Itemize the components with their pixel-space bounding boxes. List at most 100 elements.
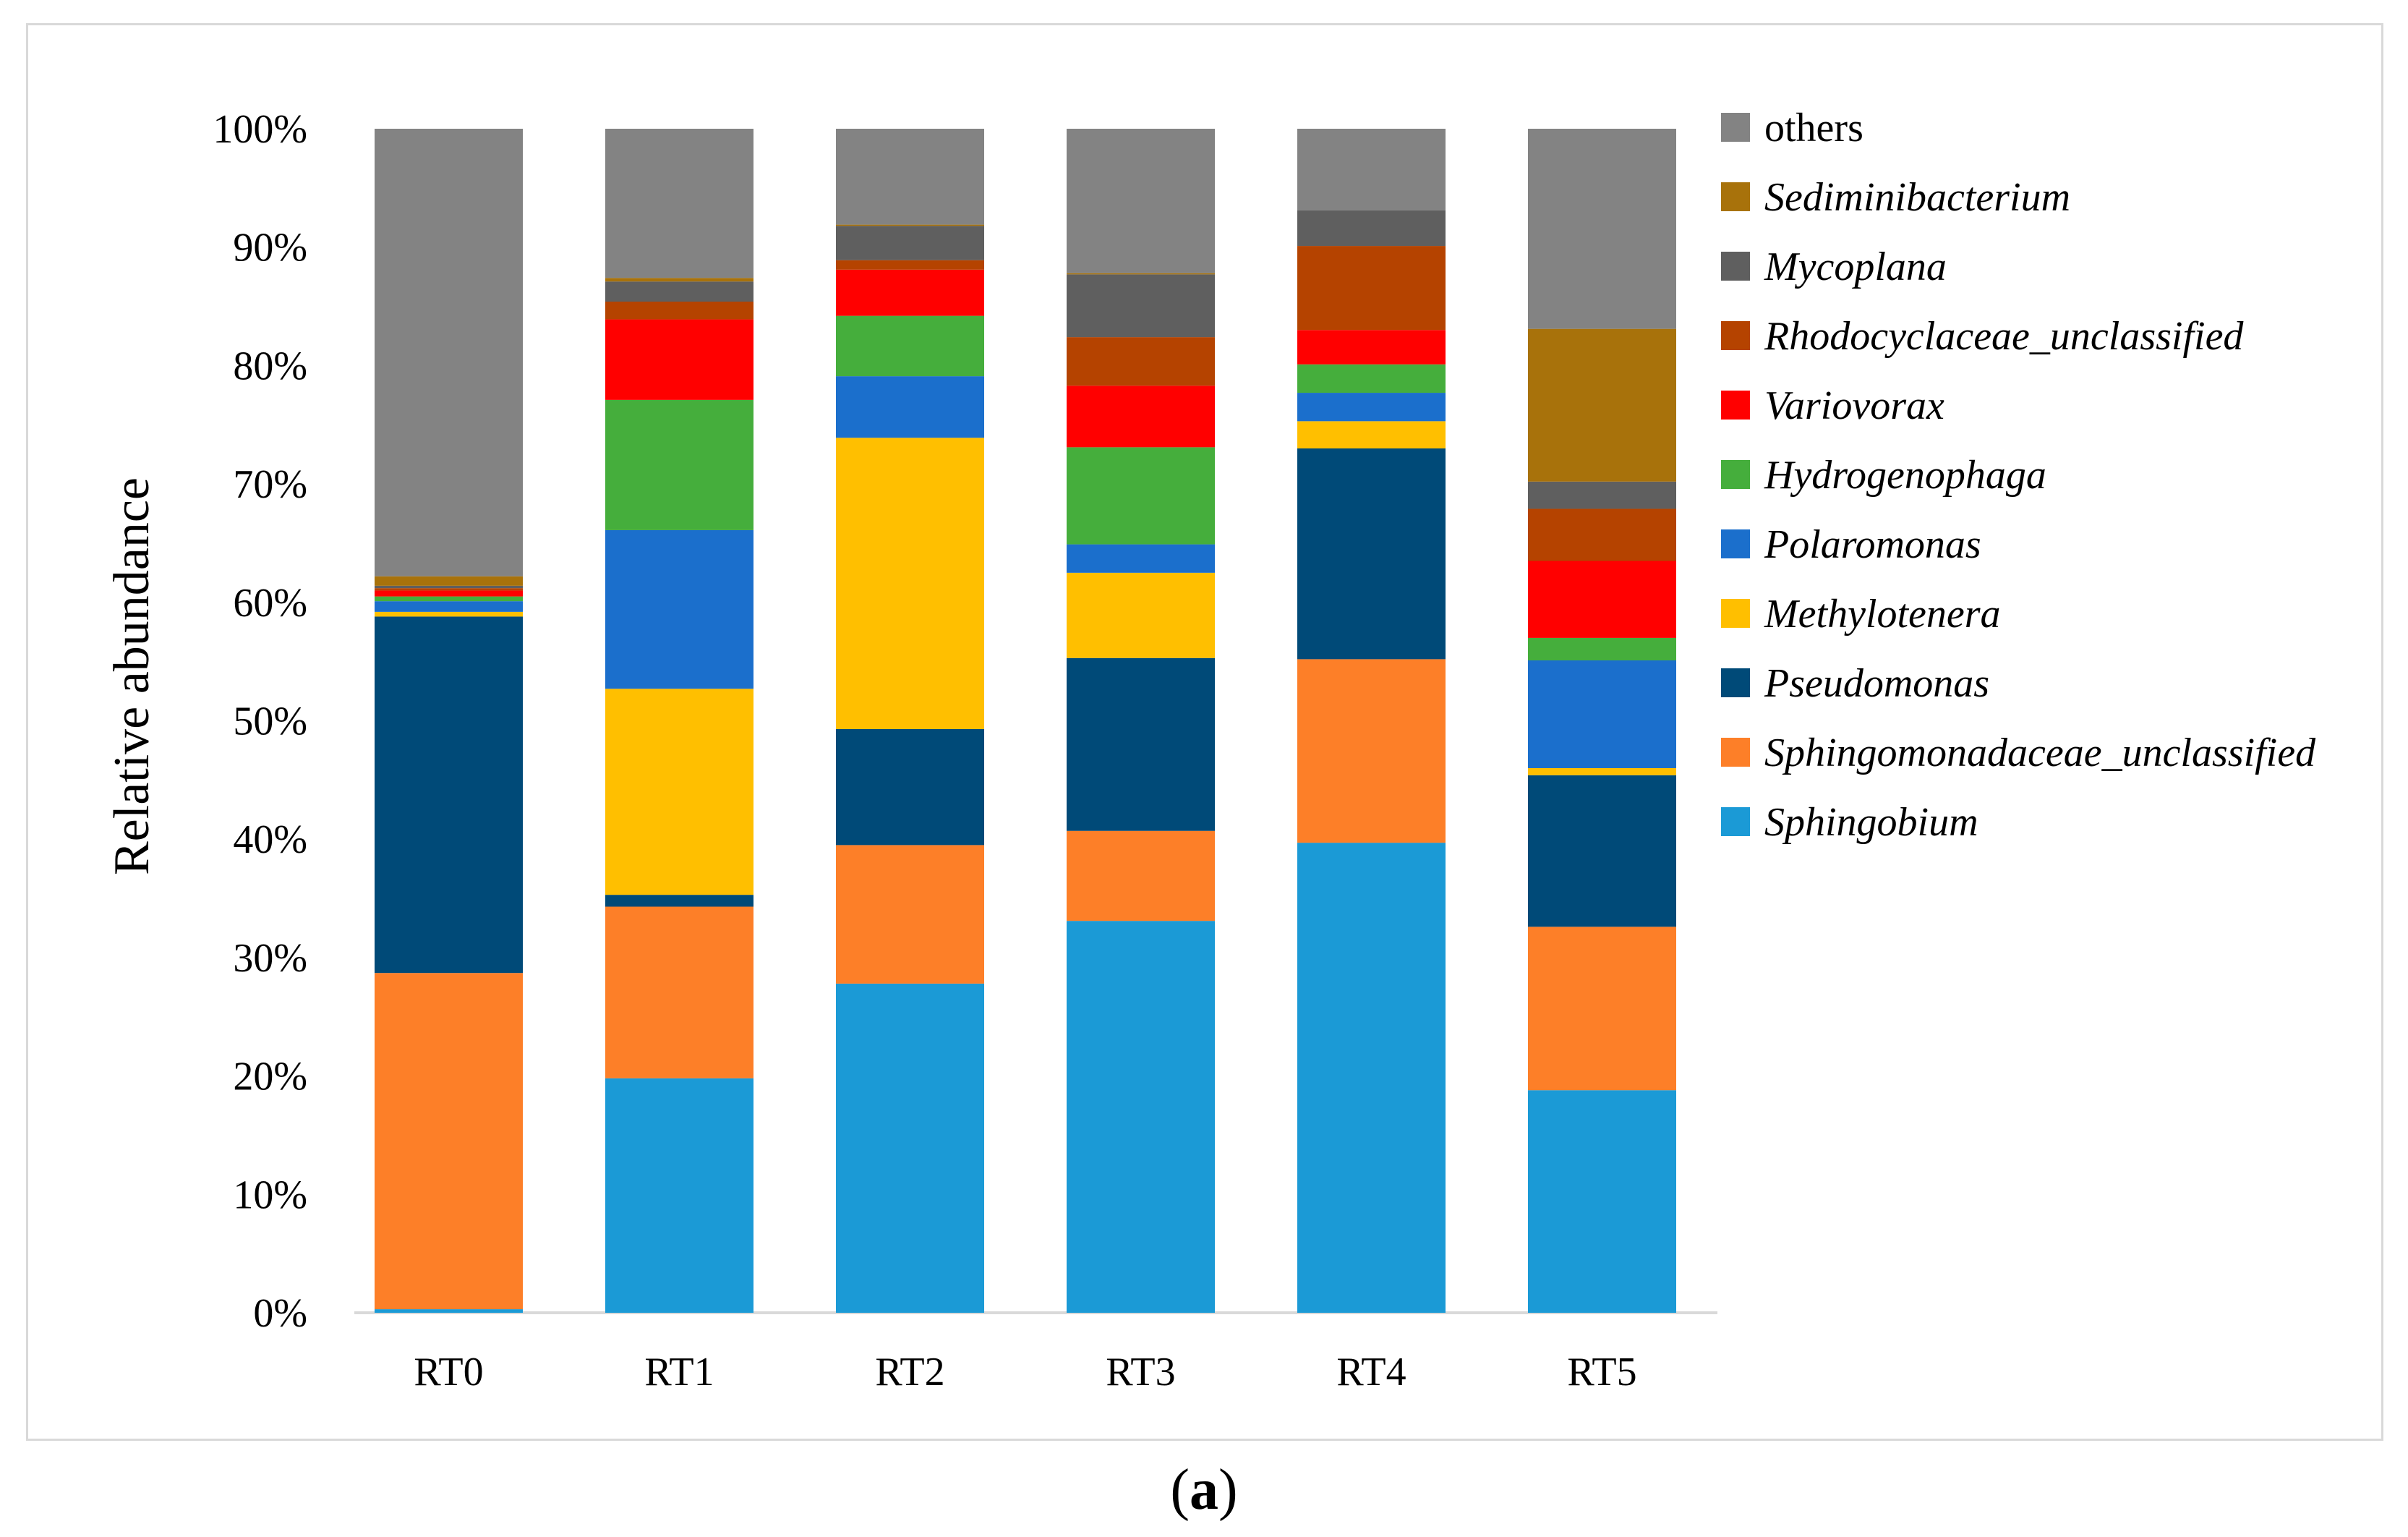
legend-label: Rhodocyclaceae_unclassified: [1764, 314, 2244, 359]
bar-segment: [1528, 328, 1676, 482]
bar-segment: [605, 689, 753, 895]
bar-segment: [1067, 273, 1215, 275]
legend: others Sediminibacterium Mycoplana Rhodocyc…: [1721, 106, 2316, 845]
legend-swatch: [1721, 599, 1750, 628]
x-tick-label: RT2: [875, 1350, 944, 1395]
bar-segment: [1297, 659, 1446, 843]
legend-swatch: [1721, 252, 1750, 281]
bar-segment: [1067, 657, 1215, 831]
x-tick-labels: RT0 RT1 RT2 RT3 RT4 RT5: [414, 1350, 1636, 1395]
bar-segment: [605, 906, 753, 1078]
bar-segment: [605, 281, 753, 302]
bar-segment: [375, 601, 523, 612]
y-tick-label: 80%: [233, 344, 307, 388]
legend-label: Mycoplana: [1764, 244, 1947, 289]
bar-segment: [1528, 767, 1676, 775]
bar-segment: [375, 611, 523, 617]
bar-segment: [836, 260, 984, 270]
bar-segment: [836, 315, 984, 377]
y-tick-label: 100%: [213, 107, 307, 152]
x-tick-label: RT1: [644, 1350, 714, 1395]
bar-segment: [1528, 129, 1676, 329]
bar-segment: [836, 226, 984, 260]
bar-segment: [836, 983, 984, 1313]
bar-segment: [375, 590, 523, 597]
legend-label: Sphingomonadaceae_unclassified: [1764, 731, 2316, 775]
y-axis-label: Relative abundance: [104, 477, 160, 875]
y-tick-label: 50%: [233, 699, 307, 744]
bar-segment: [375, 588, 523, 591]
bar-segment: [1067, 274, 1215, 338]
bar-segment: [1528, 775, 1676, 927]
legend-swatch: [1721, 182, 1750, 211]
x-tick-label: RT3: [1106, 1350, 1175, 1395]
y-tick-label: 90%: [233, 226, 307, 271]
bar-segment: [1297, 210, 1446, 247]
bar-segment: [1528, 637, 1676, 661]
bar-segment: [836, 845, 984, 984]
bar-segment: [1297, 330, 1446, 365]
caption-open: (: [1170, 1458, 1190, 1522]
bar-segment: [1067, 386, 1215, 448]
bar-segment: [1528, 508, 1676, 561]
caption-close: ): [1218, 1458, 1238, 1522]
x-tick-label: RT0: [414, 1350, 483, 1395]
bar-segment: [836, 269, 984, 316]
bar-segment: [375, 585, 523, 589]
bar-segment: [375, 1309, 523, 1313]
bar-segment: [1297, 448, 1446, 660]
bar-segment: [605, 319, 753, 400]
bar-segment: [605, 1078, 753, 1313]
bar-segment: [1528, 660, 1676, 768]
legend-label: others: [1764, 106, 1863, 150]
legend-swatch: [1721, 668, 1750, 697]
y-tick-label: 10%: [233, 1172, 307, 1217]
y-tick-label: 70%: [233, 462, 307, 507]
bar-segment: [1297, 364, 1446, 393]
bar-segment: [1067, 572, 1215, 658]
bar-segment: [1297, 129, 1446, 210]
bar-segment: [1297, 393, 1446, 422]
legend-swatch: [1721, 738, 1750, 767]
bar-segment: [1067, 830, 1215, 921]
legend-swatch: [1721, 321, 1750, 350]
legend-label: Hydrogenophaga: [1764, 453, 2046, 498]
legend-swatch: [1721, 391, 1750, 420]
bar-segment: [375, 973, 523, 1310]
bar-segment: [375, 576, 523, 586]
bar-segment: [836, 438, 984, 729]
bar-segment: [1528, 561, 1676, 638]
bar-segment: [836, 728, 984, 846]
legend-label: Pseudomonas: [1764, 661, 1989, 706]
x-tick-label: RT4: [1336, 1350, 1406, 1395]
bar-segment: [836, 129, 984, 225]
x-tick-label: RT5: [1567, 1350, 1636, 1395]
bar-segment: [1067, 129, 1215, 273]
bar-segment: [605, 529, 753, 689]
bar-segment: [1067, 447, 1215, 545]
y-tick-label: 20%: [233, 1055, 307, 1099]
y-tick-label: 40%: [233, 817, 307, 862]
y-tick-labels: 0% 10% 20% 30% 40% 50% 60% 70% 80% 90% 100%: [213, 107, 307, 1336]
bar-segment: [1067, 921, 1215, 1313]
legend-label: Sphingobium: [1764, 800, 1978, 845]
legend-swatch: [1721, 529, 1750, 558]
legend-label: Variovorax: [1764, 383, 1944, 428]
legend-label: Methylotenera: [1764, 592, 2001, 636]
legend-label: Polaromonas: [1764, 522, 1981, 567]
bar-segment: [1297, 843, 1446, 1313]
caption-label: a: [1190, 1458, 1218, 1522]
bar-segment: [1528, 927, 1676, 1091]
bar-segment: [1297, 421, 1446, 448]
bar-segment: [605, 129, 753, 278]
bar-segment: [605, 895, 753, 907]
bar-segment: [1528, 481, 1676, 509]
bar-segment: [605, 399, 753, 530]
legend-swatch: [1721, 460, 1750, 489]
bar-segment: [375, 129, 523, 576]
figure-caption: (a): [0, 1457, 2408, 1523]
bars: [375, 129, 1676, 1313]
legend-swatch: [1721, 113, 1750, 142]
bar-segment: [1067, 337, 1215, 386]
bar-segment: [375, 616, 523, 974]
